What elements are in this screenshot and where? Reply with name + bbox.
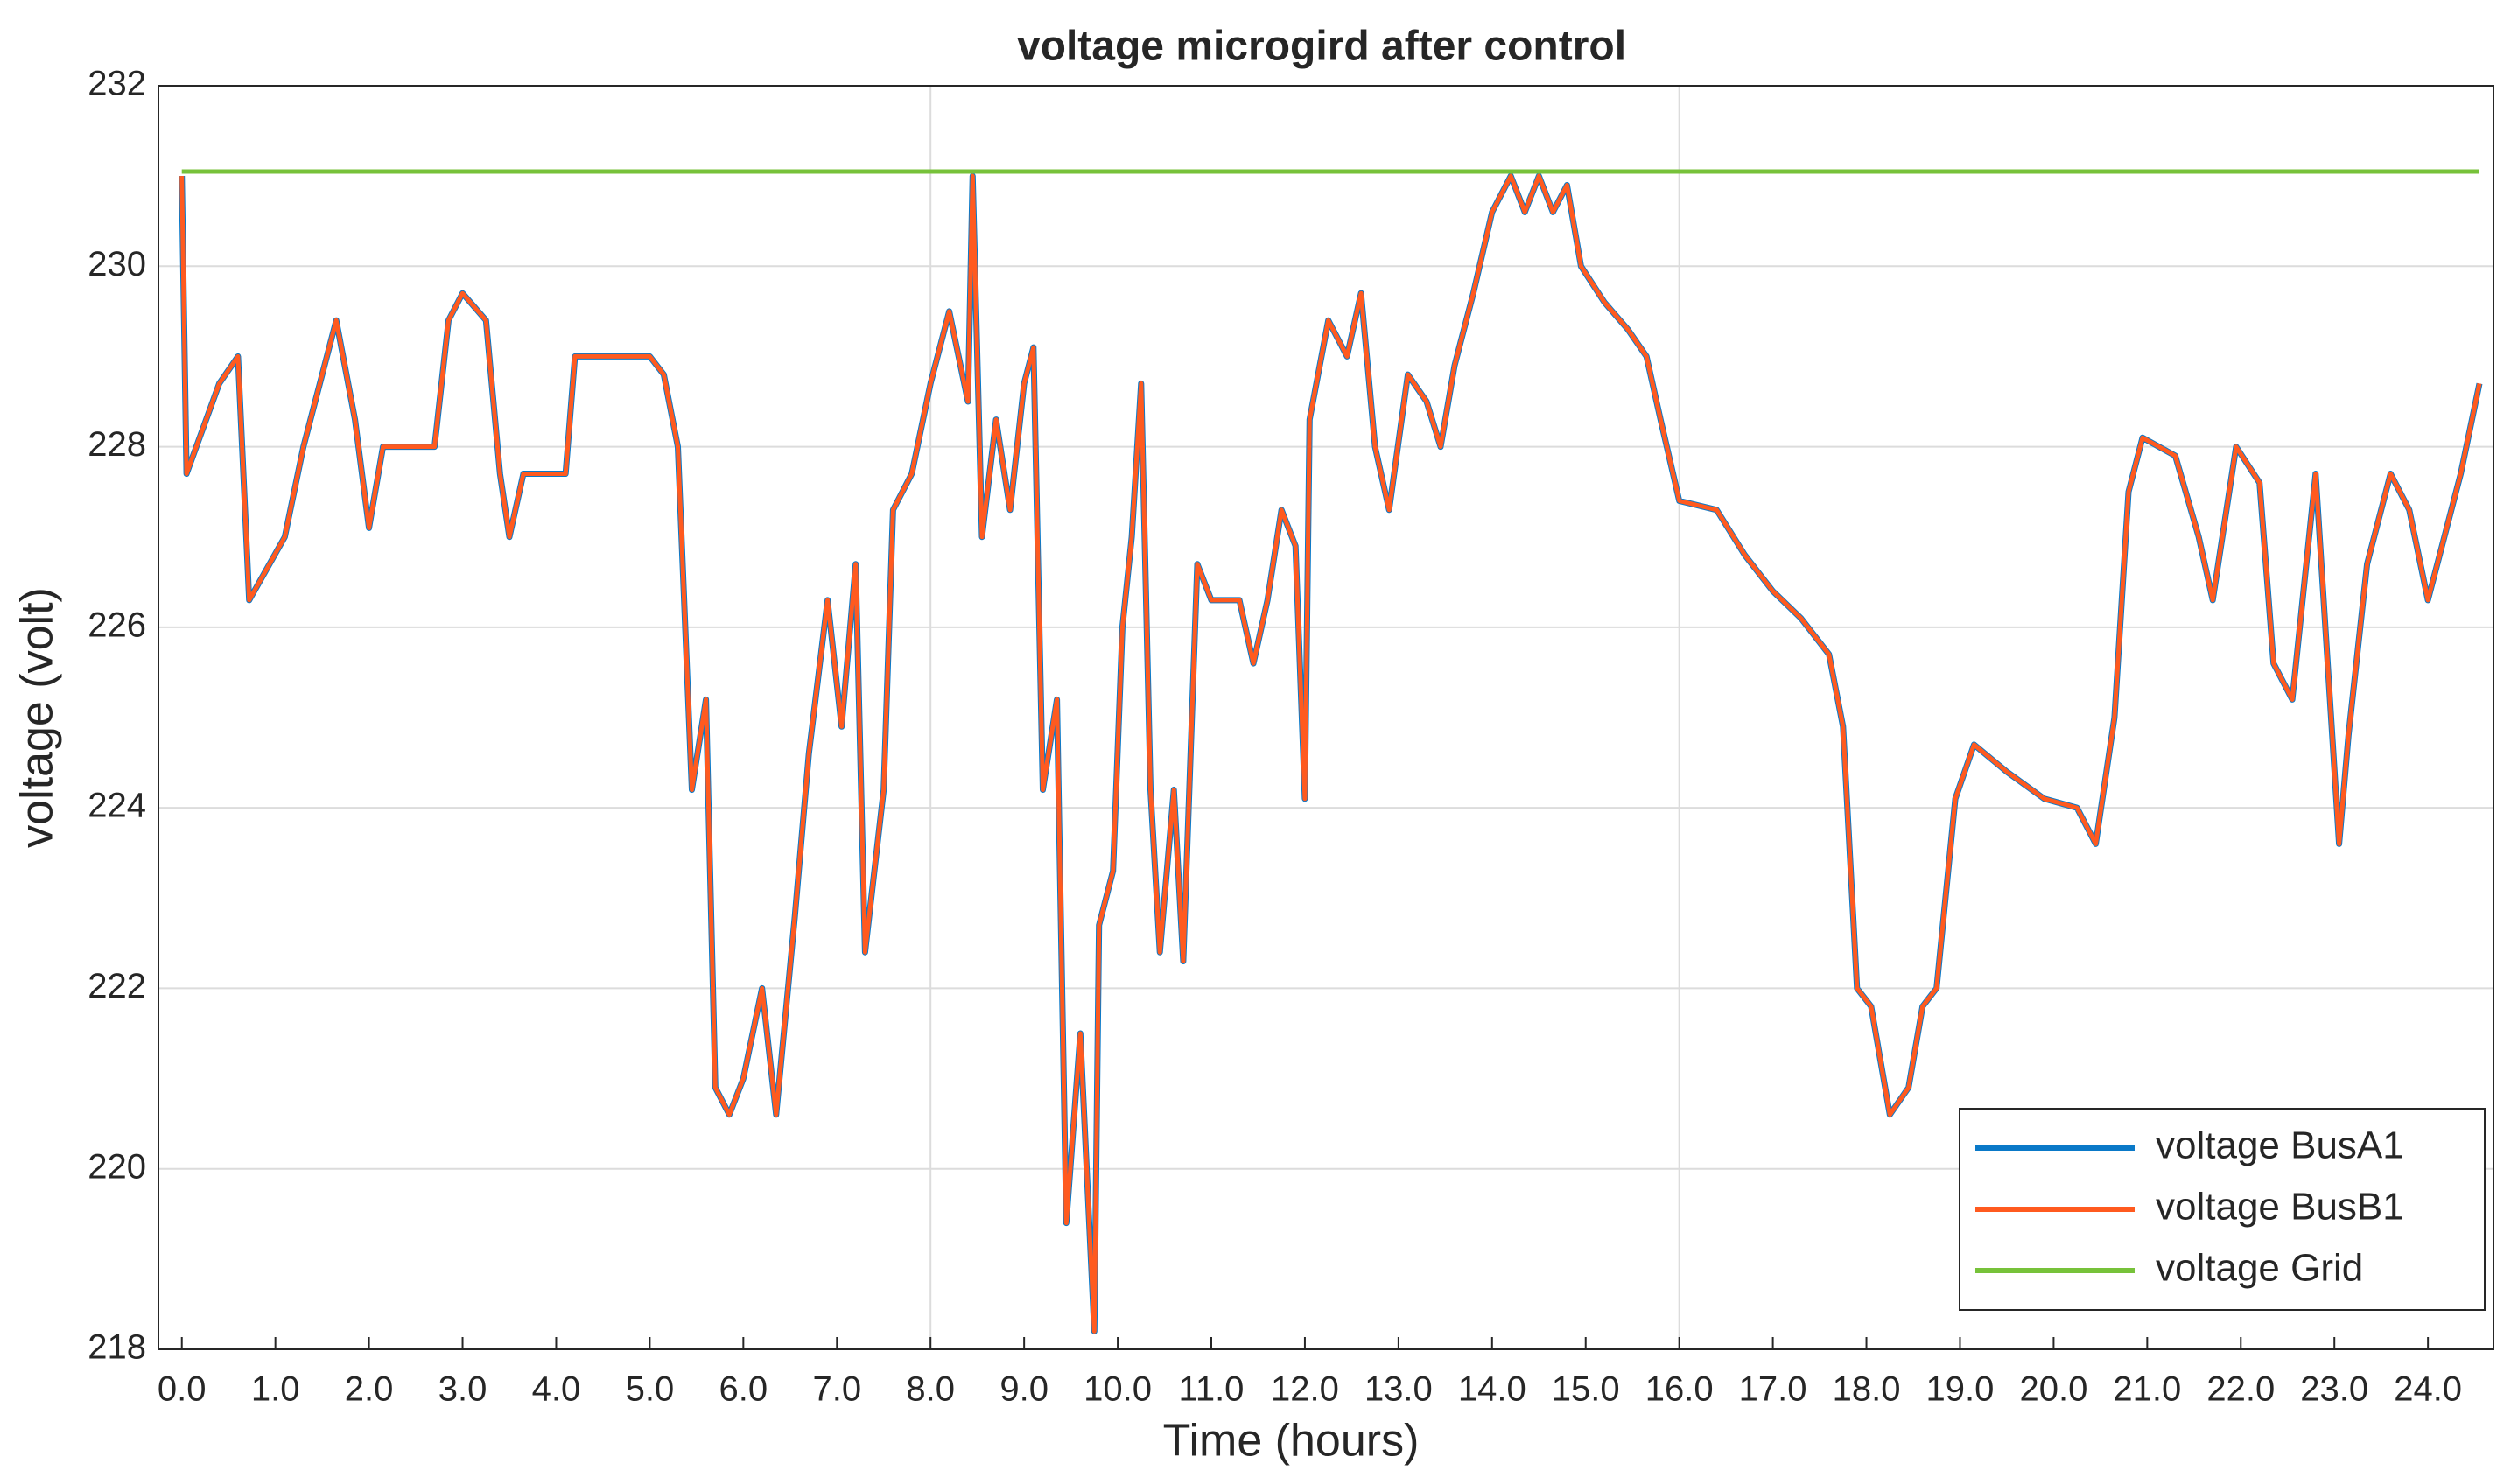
y-tick-label: 228 [88,425,146,464]
chart-title: voltage microgird after control [1017,24,1626,70]
y-axis-label: voltage (volt) [12,587,63,848]
y-tick-label: 222 [88,967,146,1005]
legend-label: voltage BusB1 [2156,1186,2404,1228]
x-tick-label: 10.0 [1084,1370,1152,1409]
x-tick-label: 15.0 [1552,1370,1620,1409]
legend-label: voltage BusA1 [2156,1124,2404,1167]
x-tick-label: 13.0 [1364,1370,1433,1409]
x-tick-label: 22.0 [2206,1370,2275,1409]
x-tick-label: 2.0 [345,1370,394,1409]
y-tick-label: 218 [88,1328,146,1367]
x-tick-label: 21.0 [2113,1370,2181,1409]
x-tick-label: 4.0 [532,1370,581,1409]
y-tick-label: 224 [88,787,146,825]
y-tick-label: 230 [88,245,146,284]
x-tick-label: 5.0 [626,1370,675,1409]
x-tick-label: 3.0 [438,1370,487,1409]
x-tick-label: 11.0 [1179,1370,1245,1409]
y-tick-label: 220 [88,1147,146,1186]
x-tick-label: 17.0 [1739,1370,1807,1409]
x-tick-label: 19.0 [1926,1370,1995,1409]
x-tick-label: 9.0 [999,1370,1049,1409]
legend-label: voltage Grid [2156,1247,2363,1290]
x-tick-label: 20.0 [2019,1370,2087,1409]
y-tick-label: 226 [88,606,146,644]
x-tick-label: 18.0 [1833,1370,1901,1409]
y-tick-label: 232 [88,65,146,103]
x-tick-label: 24.0 [2394,1370,2462,1409]
plot-frame [158,85,2494,1350]
x-tick-label: 16.0 [1645,1370,1714,1409]
series-line [179,173,2482,1334]
x-tick-label: 0.0 [158,1370,207,1409]
x-tick-label: 12.0 [1271,1370,1339,1409]
x-tick-label: 1.0 [251,1370,300,1409]
x-tick-label: 6.0 [719,1370,768,1409]
x-tick-label: 7.0 [812,1370,861,1409]
x-axis-label: Time (hours) [1163,1416,1420,1466]
x-tick-label: 8.0 [906,1370,955,1409]
x-tick-label: 23.0 [2300,1370,2368,1409]
x-tick-label: 14.0 [1458,1370,1526,1409]
